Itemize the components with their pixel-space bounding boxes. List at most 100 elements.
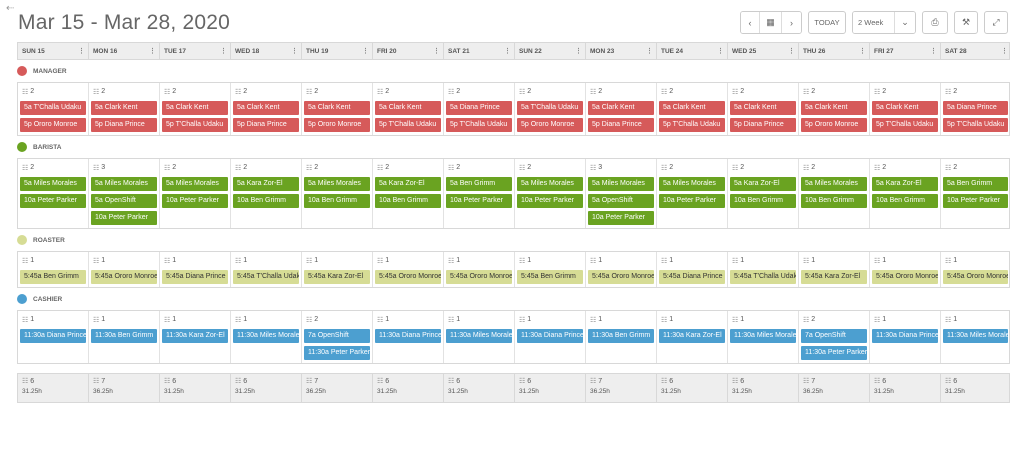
shift-block[interactable]: 5:45a T'Challa Udaku [233, 270, 299, 284]
day-header[interactable]: THU 26 ⋮ [799, 43, 870, 59]
shift-block[interactable]: 5:45a Ororo Monroe [588, 270, 654, 284]
shift-block[interactable]: 5a Miles Morales [162, 177, 228, 191]
day-header[interactable]: TUE 17 ⋮ [160, 43, 231, 59]
shift-block[interactable]: 11:30a Diana Prince [517, 329, 583, 343]
day-cell[interactable]: ☷ 2 5a Miles Morales 10a Ben Grimm [799, 159, 870, 228]
shift-block[interactable]: 5a Miles Morales [91, 177, 157, 191]
day-cell[interactable]: ☷ 2 5a Diana Prince 5p T'Challa Udaku [941, 83, 1010, 135]
shift-block[interactable]: 5a OpenShift [91, 194, 157, 208]
shift-block[interactable]: 11:30a Diana Prince [872, 329, 938, 343]
day-cell[interactable]: ☷ 2 5a Clark Kent 5p Diana Prince [728, 83, 799, 135]
day-cell[interactable]: ☷ 2 5a Kara Zor-El 10a Ben Grimm [373, 159, 444, 228]
day-cell[interactable]: ☷ 1 5:45a Ororo Monroe [373, 252, 444, 287]
shift-block[interactable]: 5a Clark Kent [304, 101, 370, 115]
shift-block[interactable]: 5p T'Challa Udaku [872, 118, 938, 132]
shift-block[interactable]: 5a Kara Zor-El [375, 177, 441, 191]
day-cell[interactable]: ☷ 2 5a Miles Morales 10a Ben Grimm [302, 159, 373, 228]
shift-block[interactable]: 5a Clark Kent [91, 101, 157, 115]
day-menu-icon[interactable]: ⋮ [930, 48, 937, 55]
day-cell[interactable]: ☷ 1 11:30a Ben Grimm [586, 311, 657, 363]
shift-block[interactable]: 5:45a T'Challa Udaku [730, 270, 796, 284]
shift-block[interactable]: 10a Peter Parker [446, 194, 512, 208]
day-menu-icon[interactable]: ⋮ [362, 48, 369, 55]
shift-block[interactable]: 5p Diana Prince [91, 118, 157, 132]
chevron-down-icon[interactable]: ⌄ [895, 12, 915, 33]
day-menu-icon[interactable]: ⋮ [575, 48, 582, 55]
day-cell[interactable]: ☷ 2 5a Diana Prince 5p T'Challa Udaku [444, 83, 515, 135]
shift-block[interactable]: 5a T'Challa Udaku [517, 101, 583, 115]
shift-block[interactable]: 5a OpenShift [588, 194, 654, 208]
next-period-button[interactable]: › [782, 12, 801, 33]
calendar-icon[interactable]: ▦ [760, 12, 782, 33]
day-menu-icon[interactable]: ⋮ [646, 48, 653, 55]
day-menu-icon[interactable]: ⋮ [788, 48, 795, 55]
shift-block[interactable]: 5p Diana Prince [588, 118, 654, 132]
shift-block[interactable]: 11:30a Peter Parker [304, 346, 370, 360]
shift-block[interactable]: 7a OpenShift [304, 329, 370, 343]
day-menu-icon[interactable]: ⋮ [504, 48, 511, 55]
shift-block[interactable]: 5a Kara Zor-El [730, 177, 796, 191]
day-header[interactable]: SUN 15 ⋮ [18, 43, 89, 59]
day-cell[interactable]: ☷ 1 5:45a Ben Grimm [18, 252, 89, 287]
shift-block[interactable]: 5a Diana Prince [943, 101, 1008, 115]
day-cell[interactable]: ☷ 1 11:30a Miles Morales [444, 311, 515, 363]
shift-block[interactable]: 5:45a Ororo Monroe [872, 270, 938, 284]
day-cell[interactable]: ☷ 2 5a Clark Kent 5p Ororo Monroe [799, 83, 870, 135]
shift-block[interactable]: 10a Ben Grimm [730, 194, 796, 208]
shift-block[interactable]: 10a Ben Grimm [233, 194, 299, 208]
today-button[interactable]: TODAY [808, 11, 846, 34]
day-cell[interactable]: ☷ 2 5a T'Challa Udaku 5p Ororo Monroe [515, 83, 586, 135]
day-header[interactable]: MON 23 ⋮ [586, 43, 657, 59]
shift-block[interactable]: 5p Ororo Monroe [304, 118, 370, 132]
shift-block[interactable]: 11:30a Ben Grimm [91, 329, 157, 343]
day-cell[interactable]: ☷ 2 5a Miles Morales 10a Peter Parker [657, 159, 728, 228]
day-header[interactable]: FRI 20 ⋮ [373, 43, 444, 59]
shift-block[interactable]: 5p Diana Prince [233, 118, 299, 132]
shift-block[interactable]: 10a Peter Parker [659, 194, 725, 208]
day-cell[interactable]: ☷ 2 7a OpenShift 11:30a Peter Parker [302, 311, 373, 363]
day-cell[interactable]: ☷ 2 5a Clark Kent 5p T'Challa Udaku [160, 83, 231, 135]
shift-block[interactable]: 5:45a Ororo Monroe [446, 270, 512, 284]
shift-block[interactable]: 5:45a Ben Grimm [517, 270, 583, 284]
shift-block[interactable]: 5:45a Ben Grimm [20, 270, 86, 284]
day-cell[interactable]: ☷ 2 5a Ben Grimm 10a Peter Parker [941, 159, 1010, 228]
shift-block[interactable]: 5p Ororo Monroe [801, 118, 867, 132]
day-cell[interactable]: ☷ 1 5:45a Ben Grimm [515, 252, 586, 287]
day-cell[interactable]: ☷ 1 11:30a Diana Prince [870, 311, 941, 363]
day-cell[interactable]: ☷ 2 5a Miles Morales 10a Peter Parker [515, 159, 586, 228]
day-cell[interactable]: ☷ 1 11:30a Miles Morales [941, 311, 1010, 363]
day-cell[interactable]: ☷ 1 11:30a Diana Prince [18, 311, 89, 363]
day-cell[interactable]: ☷ 1 11:30a Ben Grimm [89, 311, 160, 363]
shift-block[interactable]: 10a Ben Grimm [872, 194, 938, 208]
day-cell[interactable]: ☷ 2 7a OpenShift 11:30a Peter Parker [799, 311, 870, 363]
shift-block[interactable]: 10a Peter Parker [943, 194, 1008, 208]
day-header[interactable]: SAT 28 ⋮ [941, 43, 1011, 59]
shift-block[interactable]: 5:45a Diana Prince [162, 270, 228, 284]
shift-block[interactable]: 5p T'Challa Udaku [375, 118, 441, 132]
day-header[interactable]: WED 18 ⋮ [231, 43, 302, 59]
shift-block[interactable]: 5p T'Challa Udaku [162, 118, 228, 132]
day-header[interactable]: MON 16 ⋮ [89, 43, 160, 59]
day-cell[interactable]: ☷ 1 5:45a Diana Prince [160, 252, 231, 287]
shift-block[interactable]: 10a Ben Grimm [801, 194, 867, 208]
day-menu-icon[interactable]: ⋮ [78, 48, 85, 55]
day-cell[interactable]: ☷ 2 5a Clark Kent 5p Diana Prince [231, 83, 302, 135]
day-cell[interactable]: ☷ 1 11:30a Diana Prince [515, 311, 586, 363]
day-cell[interactable]: ☷ 2 5a Clark Kent 5p T'Challa Udaku [870, 83, 941, 135]
day-header[interactable]: THU 19 ⋮ [302, 43, 373, 59]
shift-block[interactable]: 10a Peter Parker [517, 194, 583, 208]
day-cell[interactable]: ☷ 1 11:30a Diana Prince [373, 311, 444, 363]
day-cell[interactable]: ☷ 1 5:45a Diana Prince [657, 252, 728, 287]
day-cell[interactable]: ☷ 2 5a Kara Zor-El 10a Ben Grimm [870, 159, 941, 228]
shift-block[interactable]: 5a Clark Kent [872, 101, 938, 115]
shift-block[interactable]: 5:45a Diana Prince [659, 270, 725, 284]
day-header[interactable]: TUE 24 ⋮ [657, 43, 728, 59]
shift-block[interactable]: 11:30a Miles Morales [943, 329, 1008, 343]
day-cell[interactable]: ☷ 2 5a Clark Kent 5p T'Challa Udaku [657, 83, 728, 135]
shift-block[interactable]: 5p T'Challa Udaku [446, 118, 512, 132]
shift-block[interactable]: 10a Peter Parker [588, 211, 654, 225]
shift-block[interactable]: 11:30a Miles Morales [233, 329, 299, 343]
day-cell[interactable]: ☷ 1 5:45a Kara Zor-El [799, 252, 870, 287]
shift-block[interactable]: 7a OpenShift [801, 329, 867, 343]
day-header[interactable]: SUN 22 ⋮ [515, 43, 586, 59]
